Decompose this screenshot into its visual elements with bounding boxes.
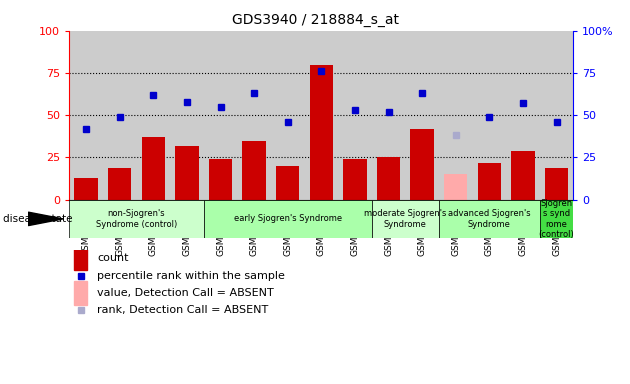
Bar	[540, 200, 573, 238]
Bar	[203, 200, 372, 238]
Text: GDS3940 / 218884_s_at: GDS3940 / 218884_s_at	[231, 13, 399, 27]
Bar	[478, 162, 501, 200]
Text: value, Detection Call = ABSENT: value, Detection Call = ABSENT	[97, 288, 274, 298]
Bar	[343, 159, 367, 200]
Text: count: count	[97, 253, 129, 263]
Text: early Sjogren's Syndrome: early Sjogren's Syndrome	[234, 214, 341, 223]
Bar	[309, 65, 333, 200]
Bar	[545, 167, 568, 200]
Bar	[74, 281, 87, 305]
Bar	[439, 200, 540, 238]
Bar	[74, 178, 98, 200]
Bar	[511, 151, 535, 200]
Bar	[142, 137, 165, 200]
Bar	[372, 200, 439, 238]
Bar	[276, 166, 299, 200]
Bar	[377, 157, 400, 200]
Bar	[69, 200, 203, 238]
Bar	[108, 167, 132, 200]
Polygon shape	[28, 212, 63, 226]
Bar	[410, 129, 434, 200]
Text: non-Sjogren's
Syndrome (control): non-Sjogren's Syndrome (control)	[96, 209, 177, 228]
Text: moderate Sjogren's
Syndrome: moderate Sjogren's Syndrome	[364, 209, 447, 228]
Bar	[209, 159, 232, 200]
Text: percentile rank within the sample: percentile rank within the sample	[97, 270, 285, 281]
Text: Sjogren
s synd
rome
(control): Sjogren s synd rome (control)	[539, 199, 575, 239]
Bar	[444, 174, 467, 200]
Bar	[243, 141, 266, 200]
Text: rank, Detection Call = ABSENT: rank, Detection Call = ABSENT	[97, 305, 268, 315]
Text: advanced Sjogren's
Syndrome: advanced Sjogren's Syndrome	[448, 209, 530, 228]
Bar	[175, 146, 198, 200]
Bar	[74, 246, 87, 270]
Text: disease state: disease state	[3, 214, 72, 224]
